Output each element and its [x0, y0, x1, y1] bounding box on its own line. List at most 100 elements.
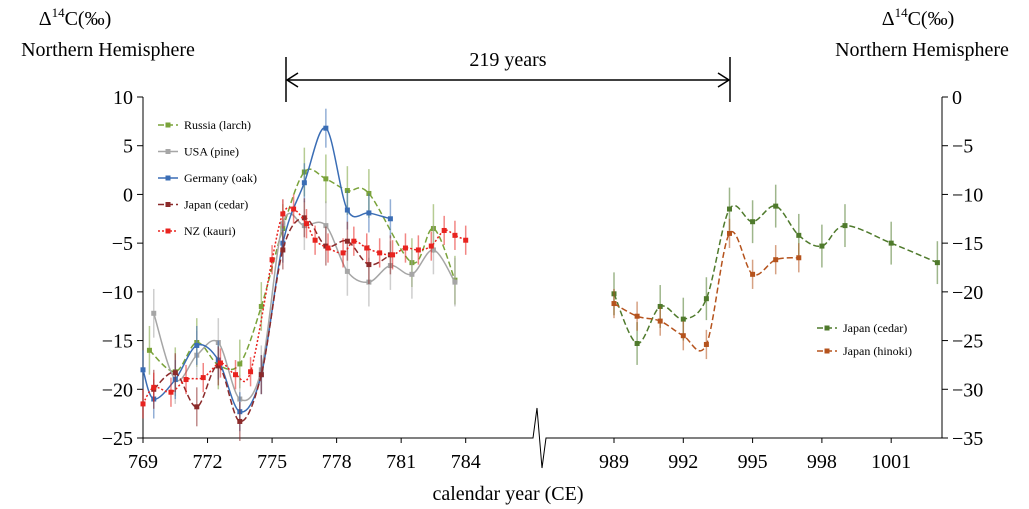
- y-tick-label: −20: [102, 379, 133, 401]
- marker: [364, 245, 370, 251]
- marker: [366, 210, 372, 216]
- marker: [237, 418, 243, 424]
- x-tick-label: 1001: [871, 451, 911, 473]
- y-tick-label: −15: [102, 331, 133, 353]
- legend-label: USA (pine): [184, 145, 239, 159]
- legend-marker: [165, 202, 171, 207]
- y-tick-label: −30: [952, 379, 983, 401]
- axis-break: [470, 407, 614, 469]
- marker: [888, 240, 894, 246]
- x-tick-label: 769: [128, 451, 158, 473]
- y2-axis-label: Δ14C(‰): [882, 5, 955, 30]
- series-line: [153, 217, 391, 423]
- legend-label: NZ (kauri): [184, 224, 236, 238]
- x-tick-label: 992: [668, 451, 698, 473]
- marker: [340, 250, 346, 256]
- series-line: [142, 127, 391, 413]
- series: [611, 218, 802, 360]
- marker: [463, 237, 469, 243]
- marker: [726, 206, 732, 212]
- marker: [750, 219, 756, 225]
- y-tick-label: 5: [123, 136, 133, 158]
- x-tick-label: 989: [599, 451, 629, 473]
- marker: [634, 340, 640, 346]
- series: [140, 108, 393, 432]
- marker: [237, 361, 243, 367]
- marker: [377, 250, 383, 256]
- marker: [452, 279, 458, 285]
- legend-marker: [165, 228, 171, 234]
- marker: [750, 271, 756, 277]
- marker: [344, 268, 350, 274]
- y-axis-note: Northern Hemisphere: [21, 39, 195, 61]
- marker: [773, 203, 779, 209]
- y-tick-label: −10: [102, 282, 133, 304]
- marker: [441, 227, 447, 233]
- marker: [430, 247, 436, 253]
- y-tick-label: 10: [113, 87, 133, 109]
- marker: [215, 363, 221, 369]
- marker: [301, 215, 307, 221]
- marker: [796, 255, 802, 261]
- legend-marker: [165, 122, 171, 128]
- y2-axis-note: Northern Hemisphere: [835, 39, 1009, 61]
- y-tick-label: −35: [952, 428, 983, 450]
- legend-label: Germany (oak): [184, 171, 257, 185]
- marker: [233, 372, 239, 378]
- marker: [323, 176, 329, 182]
- marker: [258, 303, 264, 309]
- marker: [291, 206, 297, 212]
- marker: [172, 370, 178, 376]
- legend-label: Russia (larch): [184, 118, 251, 132]
- y-tick-label: 0: [952, 87, 962, 109]
- x-tick-label: 775: [257, 451, 287, 473]
- marker: [344, 238, 350, 244]
- y-tick-label: −25: [102, 428, 133, 450]
- x-tick-label: 772: [193, 451, 223, 473]
- y-tick-label: −15: [952, 233, 983, 255]
- marker: [200, 375, 206, 381]
- legend-label: Japan (cedar): [184, 198, 248, 212]
- legend-marker: [824, 325, 830, 331]
- x-axis-label: calendar year (CE): [432, 483, 583, 505]
- y-tick-label: −10: [952, 184, 983, 206]
- marker: [680, 316, 686, 322]
- x-tick-label: 995: [738, 451, 768, 473]
- x-tick-label: 784: [451, 451, 481, 473]
- marker: [217, 360, 223, 366]
- marker: [146, 347, 152, 353]
- marker: [680, 333, 686, 339]
- marker: [194, 404, 200, 410]
- marker: [452, 232, 458, 238]
- y-tick-label: −20: [952, 282, 983, 304]
- legend-label: Japan (cedar): [843, 321, 907, 335]
- marker: [248, 369, 254, 375]
- y-tick-label: 0: [123, 184, 133, 206]
- series-line: [153, 212, 456, 402]
- marker: [819, 243, 825, 249]
- marker: [703, 296, 709, 302]
- marker: [796, 232, 802, 238]
- marker: [366, 262, 372, 268]
- marker: [842, 223, 848, 229]
- marker: [409, 271, 415, 277]
- marker: [415, 247, 421, 253]
- marker: [194, 342, 200, 348]
- marker: [168, 389, 174, 395]
- marker: [934, 260, 940, 266]
- marker: [140, 367, 146, 373]
- marker: [351, 238, 357, 244]
- y-axis-label: Δ14C(‰): [39, 5, 112, 30]
- marker: [269, 257, 275, 263]
- x-tick-label: 781: [386, 451, 416, 473]
- marker: [611, 301, 617, 307]
- marker: [428, 243, 434, 249]
- series: [611, 184, 940, 365]
- marker: [183, 377, 189, 383]
- x-tick-label: 998: [807, 451, 837, 473]
- series-line: [148, 168, 456, 373]
- marker: [402, 245, 408, 251]
- marker: [258, 372, 264, 378]
- marker: [323, 125, 329, 131]
